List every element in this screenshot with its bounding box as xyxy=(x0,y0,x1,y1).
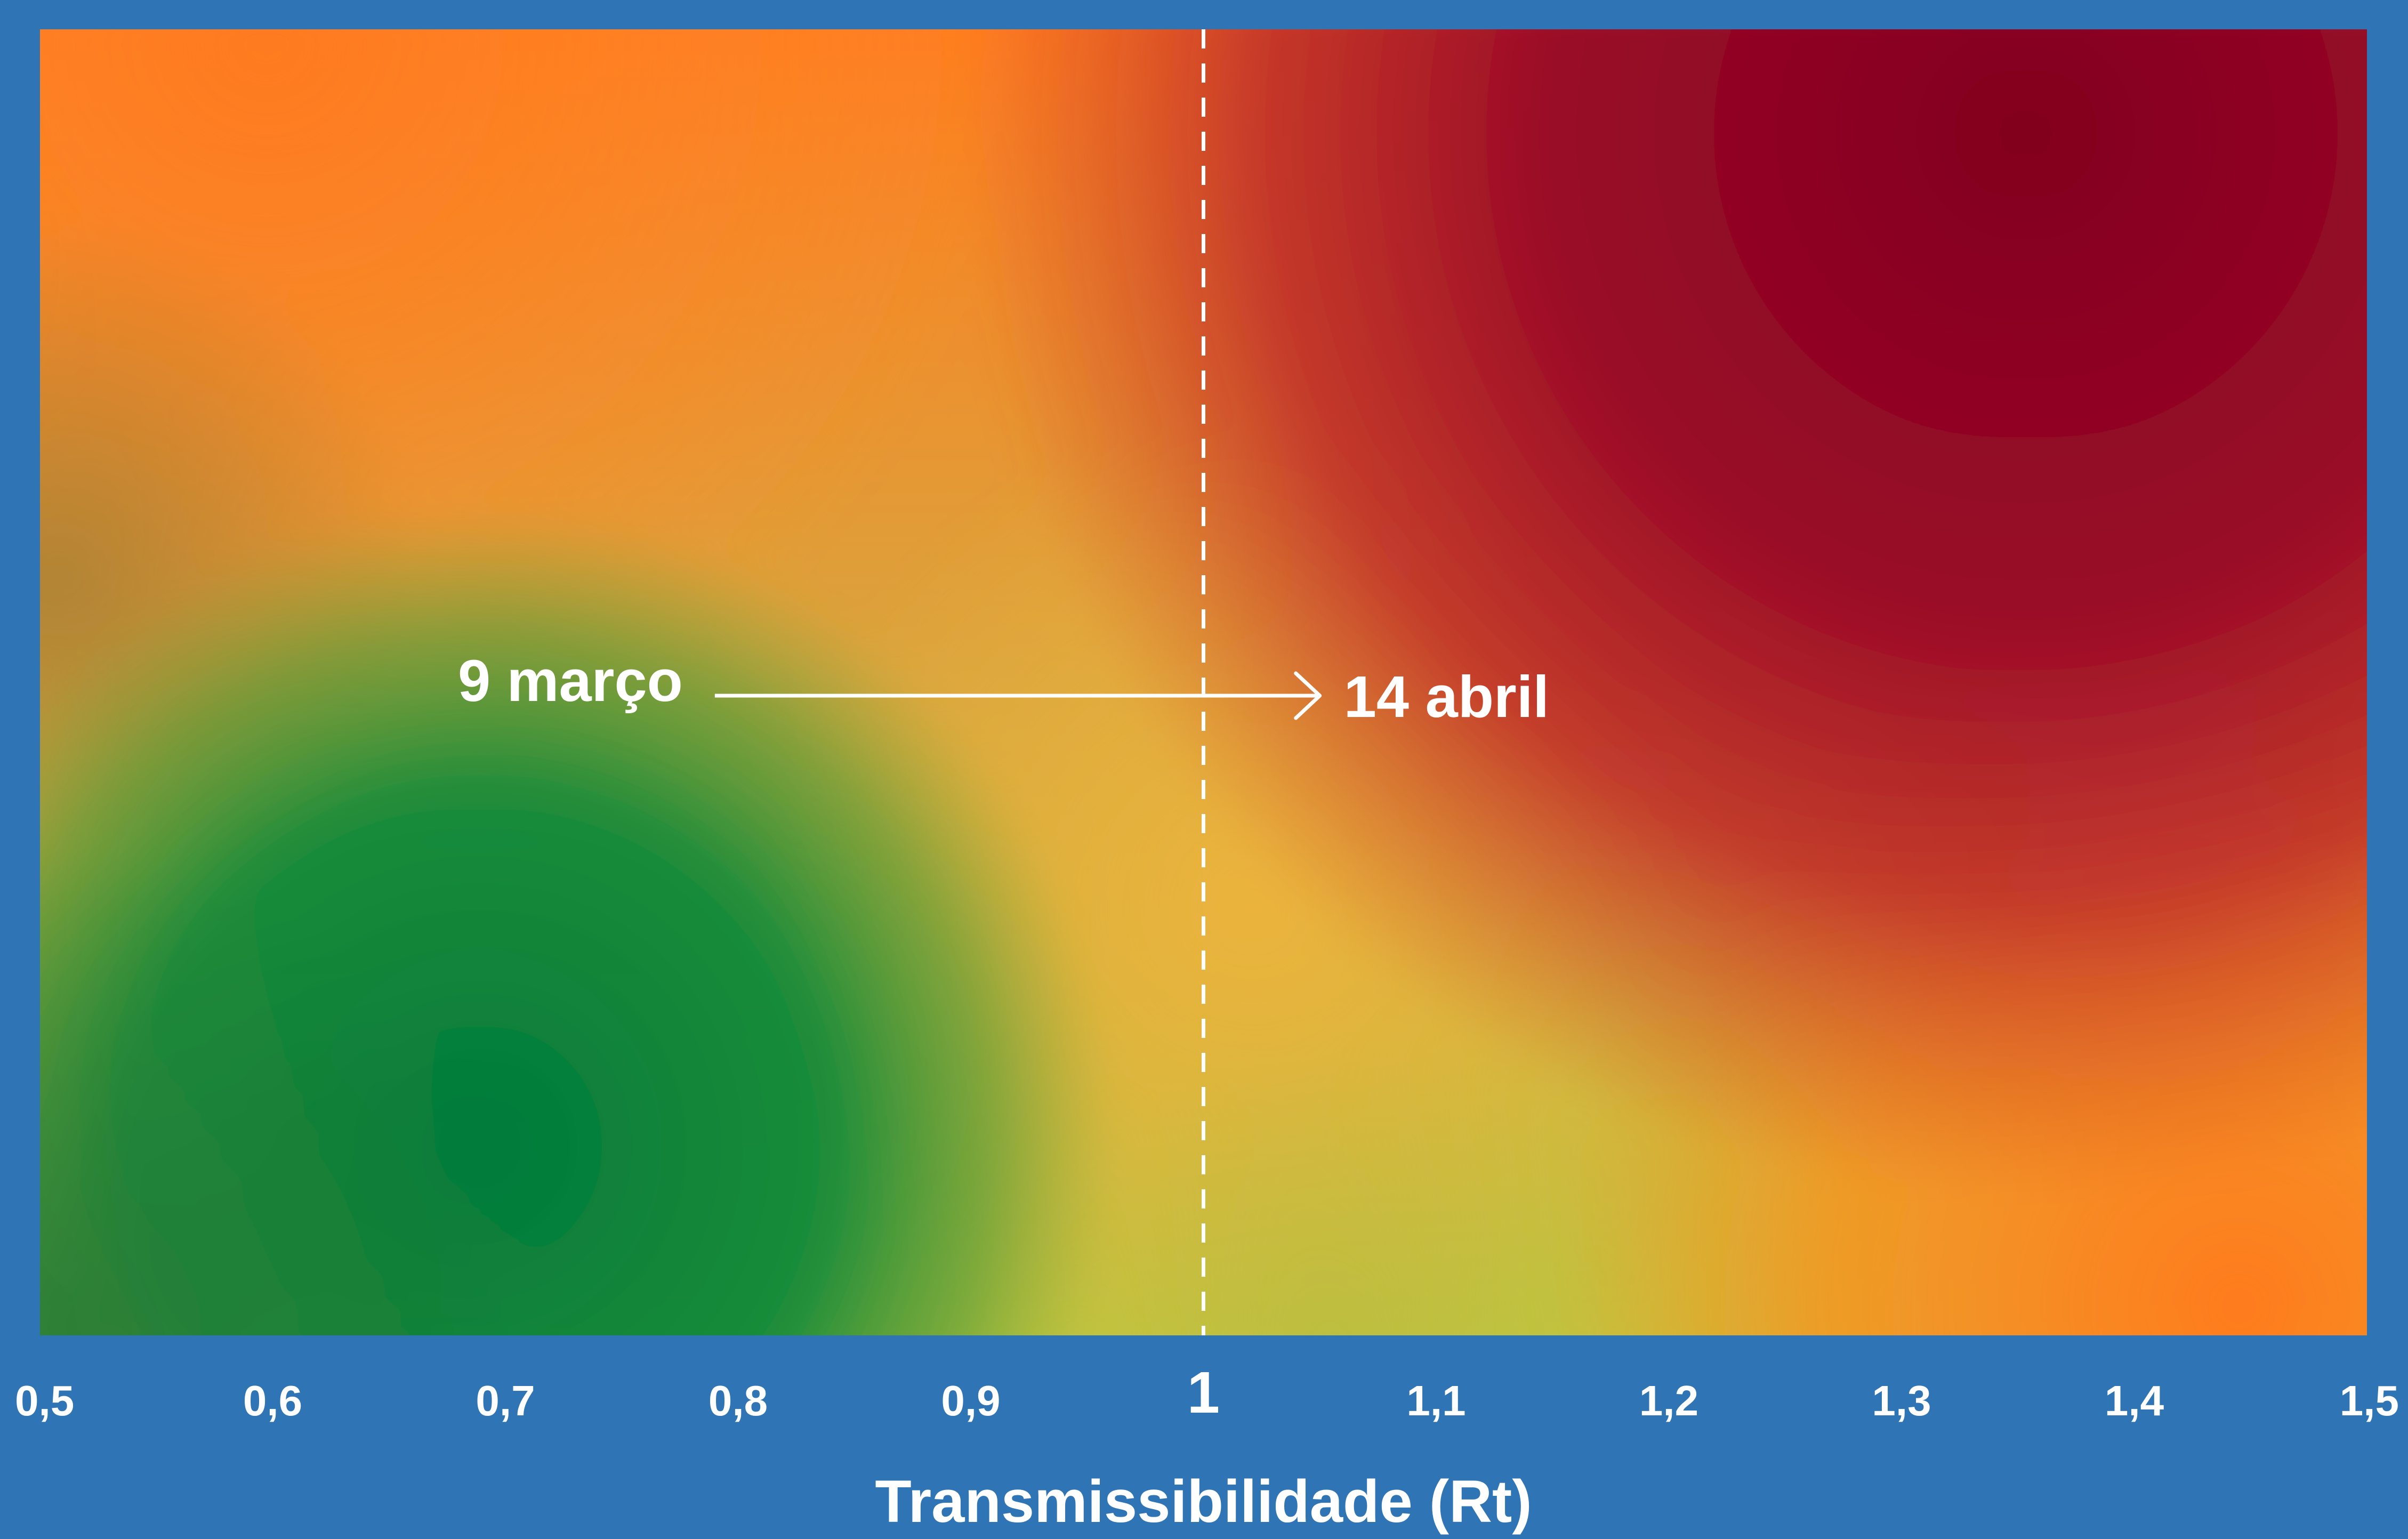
x-tick-label: 1,3 xyxy=(1872,1377,1931,1424)
x-tick-label: 0,8 xyxy=(708,1377,768,1424)
x-tick-label: 1,2 xyxy=(1639,1377,1698,1424)
x-tick-label: 1 xyxy=(1187,1360,1220,1425)
annotation-9-marco: 9 março xyxy=(458,648,683,714)
x-tick-label: 1,1 xyxy=(1406,1377,1465,1424)
x-tick-label: 0,7 xyxy=(476,1377,535,1424)
x-tick-label: 0,6 xyxy=(243,1377,302,1424)
x-tick-label: 1,5 xyxy=(2340,1377,2399,1424)
arrow-head xyxy=(1294,671,1322,720)
x-tick-label: 1,4 xyxy=(2105,1377,2164,1424)
x-axis-title: Transmissibilidade (Rt) xyxy=(875,1468,1532,1535)
x-tick-label: 0,9 xyxy=(941,1377,1000,1424)
x-tick-label: 0,5 xyxy=(15,1377,74,1424)
annotation-14-abril: 14 abril xyxy=(1344,664,1549,730)
x-axis-tick-labels: 0,5 0,6 0,7 0,8 0,9 1 1,1 1,2 1,3 1,4 1,5 xyxy=(15,1360,2399,1425)
